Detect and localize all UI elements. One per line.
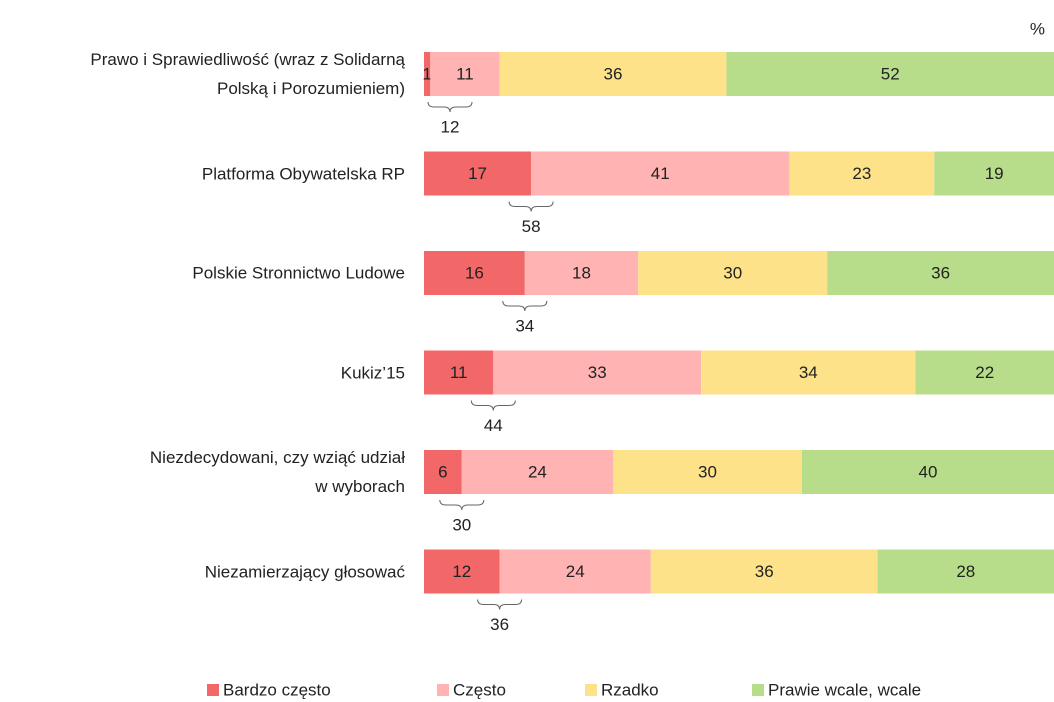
value-label: 1 [422, 64, 431, 83]
bar-segment [424, 251, 525, 295]
bar-segment [424, 549, 500, 594]
bar-segment [613, 450, 802, 494]
brace [439, 499, 485, 511]
category-label: Niezamierzający głosować [204, 562, 405, 581]
brace [470, 400, 516, 411]
bar-segment [638, 251, 828, 295]
bar-segment [499, 52, 727, 96]
bar-segment [701, 350, 916, 395]
bar-segment [650, 549, 878, 594]
value-label: 24 [528, 462, 547, 481]
legend-swatch [585, 684, 597, 696]
value-label: 30 [698, 462, 717, 481]
bar-segment [934, 151, 1054, 196]
bar-segment [493, 350, 702, 395]
brace [502, 300, 548, 312]
bar-segment [499, 549, 651, 594]
value-label: 18 [572, 263, 591, 282]
bar-segment [802, 450, 1054, 494]
value-label: 41 [651, 164, 670, 183]
value-label: 40 [919, 462, 938, 481]
value-label: 19 [985, 164, 1004, 183]
legend-label: Prawie wcale, wcale [768, 680, 921, 699]
bar-segment [827, 251, 1054, 295]
brace [427, 101, 473, 113]
brace-label: 44 [484, 416, 503, 435]
bar-segment [461, 450, 613, 494]
value-label: 33 [588, 363, 607, 382]
brace-label: 36 [490, 615, 509, 634]
category-label: Platforma Obywatelska RP [201, 164, 405, 183]
value-label: 17 [468, 164, 487, 183]
value-label: 34 [799, 363, 818, 382]
value-label: 28 [956, 562, 975, 581]
value-label: 22 [975, 363, 994, 382]
brace-label: 58 [522, 217, 541, 236]
value-label: 36 [931, 263, 950, 282]
value-label: 52 [881, 64, 900, 83]
value-label: 36 [755, 562, 774, 581]
brace [508, 201, 554, 212]
legend-label: Rzadko [601, 680, 659, 699]
brace-label: 30 [452, 515, 471, 534]
category-label: Prawo i Sprawiedliwość (wraz z Solidarną… [90, 50, 405, 98]
bar-segment [430, 52, 500, 96]
value-label: 24 [566, 562, 585, 581]
brace [477, 599, 523, 610]
value-label: 16 [465, 263, 484, 282]
bar-segment [726, 52, 1054, 96]
brace-label: 34 [515, 316, 534, 335]
value-label: 36 [604, 64, 623, 83]
bar-segment [424, 52, 431, 96]
category-label: Polskie Stronnictwo Ludowe [192, 263, 405, 283]
value-label: 11 [456, 64, 474, 83]
bar-segment [424, 350, 494, 395]
unit-label: % [1030, 19, 1045, 38]
bar-segment [531, 151, 790, 196]
bar-segment [915, 350, 1054, 395]
bar-segment [424, 151, 532, 196]
legend-label: Często [453, 680, 506, 699]
value-label: 23 [852, 164, 871, 183]
bar-segment [789, 151, 935, 196]
legend-swatch [437, 684, 449, 696]
brace-label: 12 [441, 117, 460, 136]
legend-swatch [207, 684, 219, 696]
value-label: 30 [723, 263, 742, 282]
value-label: 6 [438, 462, 447, 481]
category-label: Niezdecydowani, czy wziąć udział w wybor… [149, 448, 405, 496]
legend-label: Bardzo często [223, 680, 331, 699]
category-label: Kukiz’15 [340, 363, 405, 382]
bar-segment [877, 549, 1054, 594]
legend-swatch [752, 684, 764, 696]
bar-segment [524, 251, 639, 295]
value-label: 11 [450, 363, 468, 382]
value-label: 12 [452, 562, 471, 581]
bar-segment [424, 450, 462, 494]
